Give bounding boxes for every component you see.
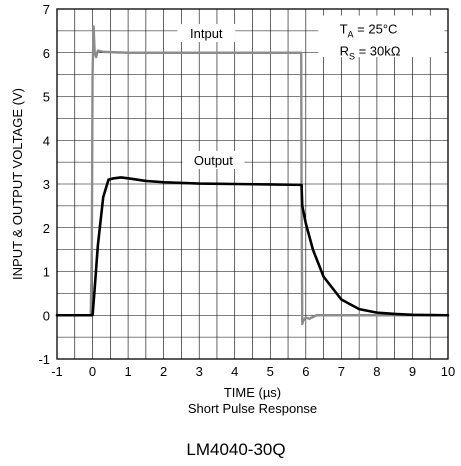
y-tick-label: 4 [43,133,50,148]
x-tick-label: 5 [267,364,274,379]
x-tick-label: 4 [231,364,238,379]
series-layer [55,25,450,326]
x-tick-label: 2 [160,364,167,379]
condition-rs-value: = 30kΩ [355,44,401,59]
condition-rs-symbol: R [340,44,349,59]
plot-frame [56,8,449,360]
x-tick-label: 7 [338,364,345,379]
series-label-output-bg [182,150,245,169]
series-label-input-bg [177,24,236,43]
condition-ta-symbol: T [340,22,348,37]
y-tick-label: 6 [43,46,50,61]
x-tick-label: 10 [441,364,455,379]
x-tick-label: 3 [196,364,203,379]
y-tick-label: 0 [43,308,50,323]
y-tick-label: 1 [43,265,50,280]
condition-ta-sub: A [348,30,354,40]
x-tick-label: 9 [409,364,416,379]
y-tick-label: 3 [43,177,50,192]
y-tick-label: 7 [43,2,50,17]
x-tick-label: -1 [51,364,63,379]
condition-rs-sub: S [349,52,355,62]
condition-ta-value: = 25°C [354,22,398,37]
x-tick-label: 1 [124,364,131,379]
x-tick-label: 8 [373,364,380,379]
y-tick-label: 5 [43,90,50,105]
chart-subtitle: Short Pulse Response [188,401,317,416]
series-label-output: Output [194,153,233,168]
series-line-output [55,176,450,317]
x-axis-title: TIME (µs) [224,385,281,400]
conditions-box [318,15,445,58]
series-label-input: Intput [190,26,223,41]
series-line-input [55,25,450,326]
condition-ta: TA = 25°C [340,22,398,40]
y-tick-label: -1 [38,352,50,367]
y-axis-title: INPUT & OUTPUT VOLTAGE (V) [10,88,25,280]
x-tick-label: 0 [89,364,96,379]
x-tick-label: 6 [302,364,309,379]
y-tick-label: 2 [43,221,50,236]
condition-rs: RS = 30kΩ [340,44,401,62]
ticks: -1 0 1 2 3 4 5 6 7 8 9 10 -1 0 1 2 3 4 5 6 7 [38,2,455,379]
chart-caption: LM4040-30Q [186,440,285,459]
